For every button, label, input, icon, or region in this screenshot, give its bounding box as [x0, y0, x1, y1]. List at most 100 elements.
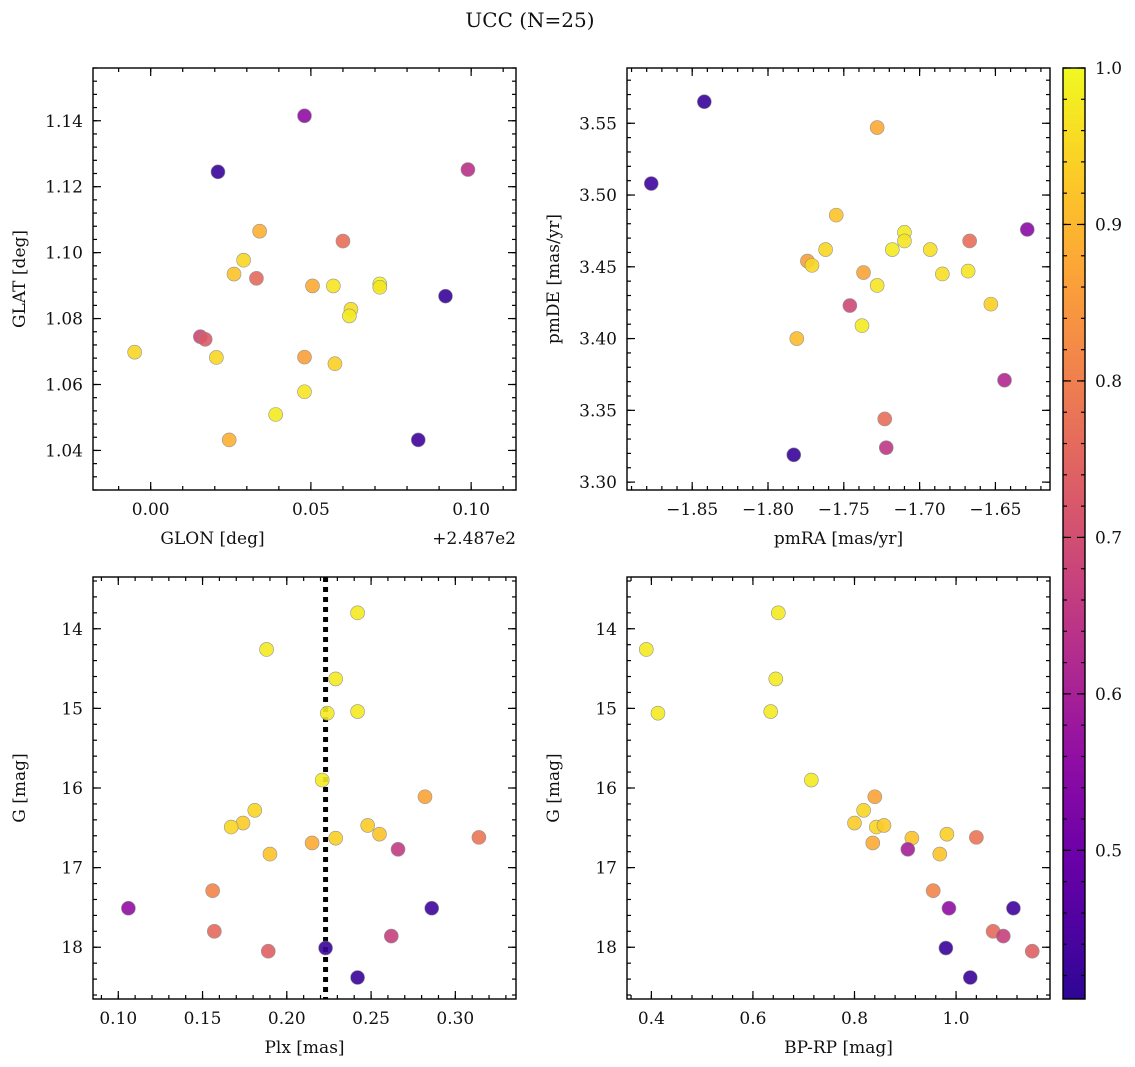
y-axis-label: GLAT [deg]: [10, 230, 30, 328]
data-point: [305, 278, 320, 294]
x-tick-label: 0.05: [292, 500, 330, 520]
data-point: [297, 384, 312, 400]
data-point: [249, 271, 264, 286]
data-point: [424, 900, 440, 916]
x-tick-label: 0.4: [638, 1009, 665, 1029]
data-point: [197, 332, 213, 347]
y-tick-label: 18: [61, 938, 83, 958]
x-tick-label: 0.30: [436, 1009, 474, 1029]
data-point: [226, 266, 242, 282]
scatter-panel-4: 0.4 0.6 0.8 1.0 14 15 16 17 18 BP-RP [mag] G [mag]: [544, 576, 1051, 1058]
data-point: [350, 970, 365, 985]
y-tick-label: 1.06: [45, 376, 83, 396]
data-point: [962, 233, 977, 249]
data-point: [932, 846, 948, 862]
scatter-panel-2: −1.85 −1.80 −1.75 −1.70 −1.65 3.30 3.35 3.40 3.4…: [544, 67, 1051, 549]
y-tick-label: 3.40: [579, 330, 617, 350]
data-point: [960, 263, 976, 279]
data-point: [818, 242, 833, 257]
data-point: [869, 278, 885, 293]
y-tick-label: 3.50: [579, 186, 617, 206]
data-point: [856, 265, 871, 280]
data-point: [804, 258, 820, 273]
data-point: [205, 883, 220, 899]
x-axis-label: pmRA [mas/yr]: [774, 529, 903, 549]
y-tick-label: 3.45: [579, 258, 617, 278]
y-tick-label: 3.55: [579, 114, 617, 134]
colorbar-tick-label: 0.5: [1095, 841, 1122, 861]
y-axis-label: G [mag]: [10, 753, 30, 822]
data-point: [221, 432, 237, 448]
data-point: [789, 331, 805, 346]
data-point: [869, 120, 885, 135]
data-point: [121, 900, 136, 916]
data-point: [763, 704, 779, 719]
data-point: [260, 943, 276, 959]
data-point: [962, 970, 978, 985]
y-tick-label: 18: [595, 938, 617, 958]
data-point: [438, 288, 453, 304]
data-point: [297, 349, 312, 365]
data-point: [342, 308, 357, 324]
x-axis-label: BP-RP [mag]: [784, 1038, 893, 1058]
data-point: [650, 705, 666, 721]
data-point: [922, 242, 938, 257]
x-tick-label: −1.85: [666, 500, 718, 520]
x-axis-label: GLON [deg]: [160, 529, 264, 549]
data-point: [786, 447, 802, 463]
x-tick-label: 0.10: [452, 500, 490, 520]
data-point: [328, 830, 343, 846]
figure-title: UCC (N=25): [465, 8, 594, 32]
data-point: [390, 842, 406, 857]
data-point: [350, 605, 365, 621]
x-tick-label: −1.75: [818, 500, 870, 520]
plot-frame: [626, 67, 1051, 491]
y-tick-label: 3.35: [579, 401, 617, 421]
x-tick-label: 0.25: [352, 1009, 390, 1029]
data-point: [327, 356, 343, 372]
data-point: [223, 819, 239, 835]
data-point: [252, 223, 267, 239]
x-tick-label: 0.00: [132, 500, 170, 520]
data-point: [804, 772, 819, 788]
data-point: [878, 440, 894, 455]
data-point: [1024, 943, 1040, 959]
data-point: [372, 279, 388, 295]
y-tick-label: 3.30: [579, 473, 617, 493]
data-point: [877, 411, 893, 427]
x-tick-label: 1.0: [943, 1009, 970, 1029]
data-point: [941, 900, 957, 916]
data-point: [471, 830, 487, 845]
data-point: [326, 278, 341, 294]
x-tick-label: −1.80: [742, 500, 794, 520]
colorbar-frame: [1062, 67, 1086, 1000]
x-tick-label: 0.8: [841, 1009, 868, 1029]
colorbar-tick-label: 0.7: [1095, 528, 1122, 548]
y-tick-label: 16: [595, 779, 617, 799]
data-point: [867, 789, 883, 805]
data-point: [995, 928, 1011, 944]
colorbar-tick-label: 0.9: [1095, 215, 1122, 235]
data-point: [410, 432, 426, 448]
data-point: [314, 772, 330, 788]
data-point: [210, 164, 226, 180]
y-tick-label: 1.14: [45, 112, 83, 132]
plot-frame: [92, 576, 517, 1000]
x-tick-label: 0.6: [739, 1009, 766, 1029]
colorbar-tick-label: 0.8: [1095, 372, 1122, 392]
x-tick-label: 0.15: [184, 1009, 222, 1029]
data-point: [1019, 222, 1035, 237]
data-point: [236, 252, 251, 268]
data-point: [262, 846, 278, 862]
data-point: [209, 350, 224, 365]
y-tick-label: 17: [595, 859, 617, 879]
y-tick-label: 15: [595, 699, 617, 719]
colorbar: 0.5 0.6 0.7 0.8 0.9 1.0: [1062, 59, 1122, 1000]
data-point: [900, 842, 916, 857]
data-point: [319, 705, 335, 721]
data-point: [1006, 900, 1021, 916]
data-point: [865, 835, 881, 851]
x-tick-label: 0.20: [268, 1009, 306, 1029]
y-tick-label: 1.04: [45, 441, 83, 461]
